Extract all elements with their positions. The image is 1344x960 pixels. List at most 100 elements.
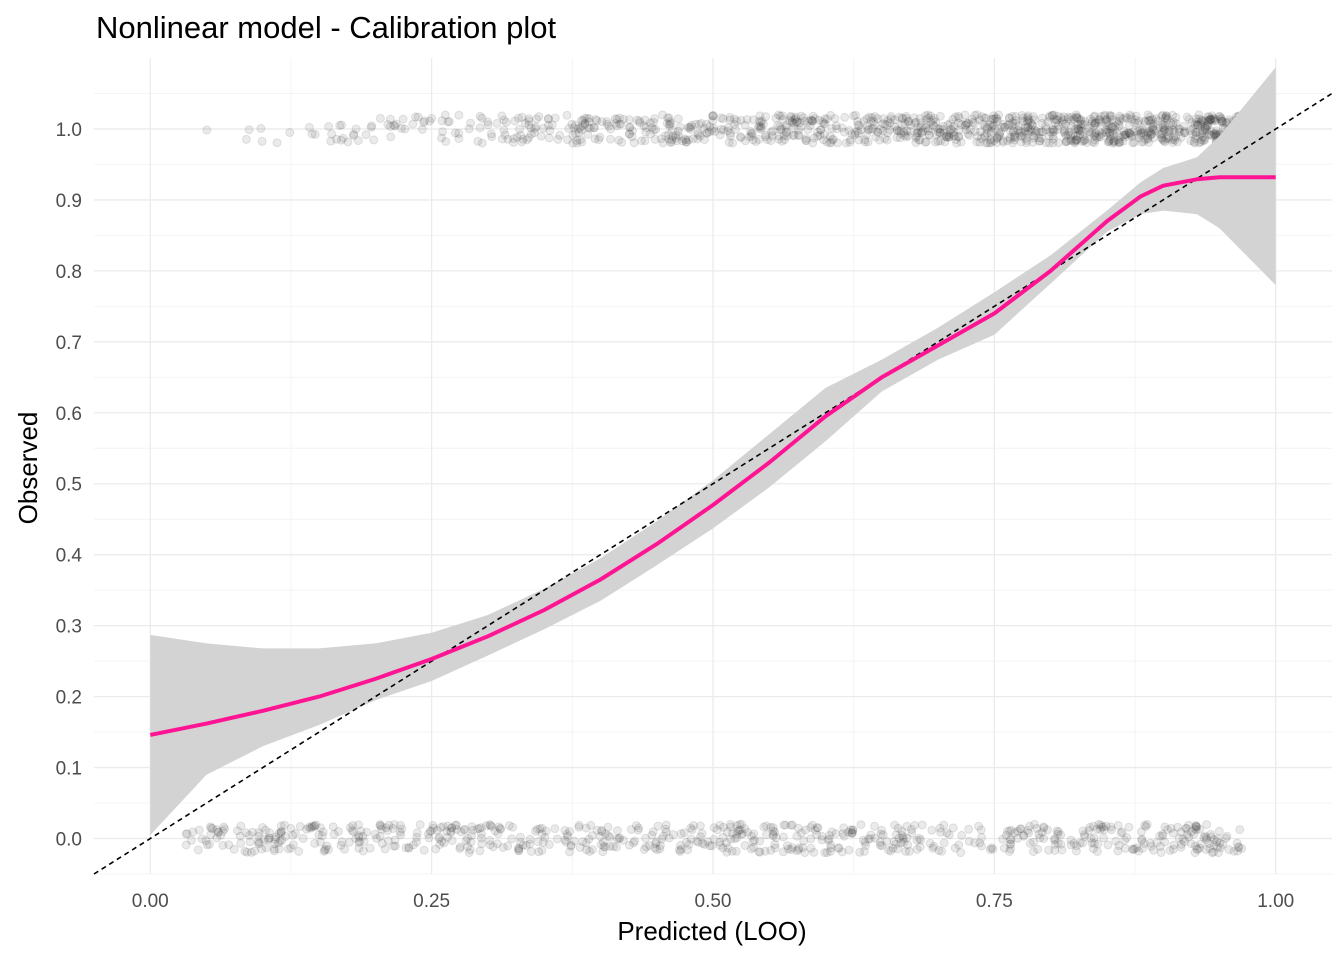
- data-point: [1110, 137, 1119, 147]
- data-point: [1009, 132, 1019, 142]
- data-point: [206, 823, 216, 833]
- data-point: [1106, 123, 1116, 133]
- data-point: [1066, 135, 1076, 145]
- data-point: [1088, 844, 1098, 854]
- data-point: [1082, 138, 1092, 148]
- data-point: [345, 823, 355, 833]
- data-point: [591, 115, 601, 124]
- data-point: [966, 125, 975, 135]
- data-point: [656, 134, 666, 144]
- data-point: [625, 129, 634, 139]
- data-point: [768, 126, 778, 136]
- data-point: [1045, 111, 1055, 121]
- data-point: [1211, 128, 1221, 138]
- data-point: [588, 845, 598, 855]
- data-point: [792, 117, 802, 127]
- data-point: [460, 824, 470, 834]
- data-point: [419, 845, 429, 855]
- data-point: [467, 822, 477, 832]
- data-point: [1140, 134, 1150, 144]
- data-point: [1119, 126, 1129, 136]
- data-point: [806, 843, 816, 853]
- data-point: [614, 135, 624, 145]
- data-point: [992, 133, 1002, 143]
- data-point: [446, 826, 456, 836]
- data-point: [689, 821, 698, 830]
- data-point: [1213, 834, 1223, 844]
- data-point: [1020, 126, 1030, 136]
- data-point: [1237, 844, 1247, 853]
- data-point: [703, 837, 713, 847]
- data-point: [1094, 118, 1104, 128]
- data-point: [444, 117, 454, 126]
- data-point: [306, 823, 315, 833]
- data-point: [975, 137, 985, 147]
- data-point: [370, 829, 380, 839]
- data-point: [715, 840, 725, 850]
- data-point: [754, 122, 763, 132]
- data-point: [938, 125, 948, 134]
- data-point: [1179, 128, 1189, 138]
- data-point: [1026, 126, 1036, 136]
- data-point: [202, 125, 212, 135]
- data-point: [747, 128, 756, 138]
- data-point: [1049, 110, 1059, 120]
- data-point: [1128, 138, 1138, 148]
- data-point: [1085, 822, 1095, 832]
- data-point: [1007, 825, 1016, 835]
- chart-title: Nonlinear model - Calibration plot: [96, 10, 557, 45]
- data-point: [531, 122, 541, 132]
- data-point: [954, 125, 964, 135]
- jittered-points: [181, 110, 1258, 858]
- data-point: [841, 138, 851, 148]
- data-point: [349, 129, 359, 139]
- data-point: [1049, 126, 1059, 136]
- data-point: [803, 125, 813, 135]
- data-point: [1093, 839, 1103, 849]
- data-point: [757, 116, 767, 126]
- data-point: [820, 129, 829, 139]
- data-point: [907, 825, 916, 834]
- data-point: [1072, 123, 1082, 133]
- data-point: [1168, 828, 1178, 838]
- data-point: [896, 838, 906, 848]
- data-point: [723, 126, 733, 136]
- data-point: [563, 832, 573, 841]
- data-point: [684, 135, 693, 145]
- data-point: [1045, 112, 1054, 122]
- data-point: [432, 825, 442, 835]
- data-point: [625, 840, 634, 850]
- data-point: [746, 131, 756, 141]
- data-point: [843, 827, 853, 837]
- data-point: [1180, 837, 1189, 847]
- data-point: [280, 820, 289, 830]
- data-point: [1092, 133, 1102, 142]
- data-point: [709, 123, 719, 133]
- data-point: [787, 118, 797, 128]
- data-point: [1180, 128, 1190, 138]
- data-point: [1182, 829, 1192, 839]
- data-point: [721, 838, 731, 848]
- data-point: [826, 138, 836, 147]
- data-point: [747, 831, 757, 841]
- data-point: [702, 128, 712, 138]
- data-point: [688, 134, 698, 144]
- data-point: [1105, 112, 1115, 121]
- data-point: [641, 123, 651, 133]
- data-point: [1052, 826, 1062, 836]
- data-point: [427, 113, 437, 123]
- data-point: [605, 841, 615, 851]
- data-point: [853, 126, 863, 136]
- data-point: [935, 128, 945, 138]
- data-point: [1120, 835, 1130, 845]
- data-point: [1090, 118, 1100, 128]
- data-point: [202, 840, 212, 850]
- data-point: [1160, 121, 1170, 131]
- data-point: [861, 841, 871, 851]
- data-point: [611, 842, 621, 852]
- data-point: [864, 834, 873, 844]
- data-point: [726, 822, 736, 832]
- data-point: [985, 138, 995, 148]
- data-point: [807, 116, 817, 126]
- data-point: [425, 116, 435, 126]
